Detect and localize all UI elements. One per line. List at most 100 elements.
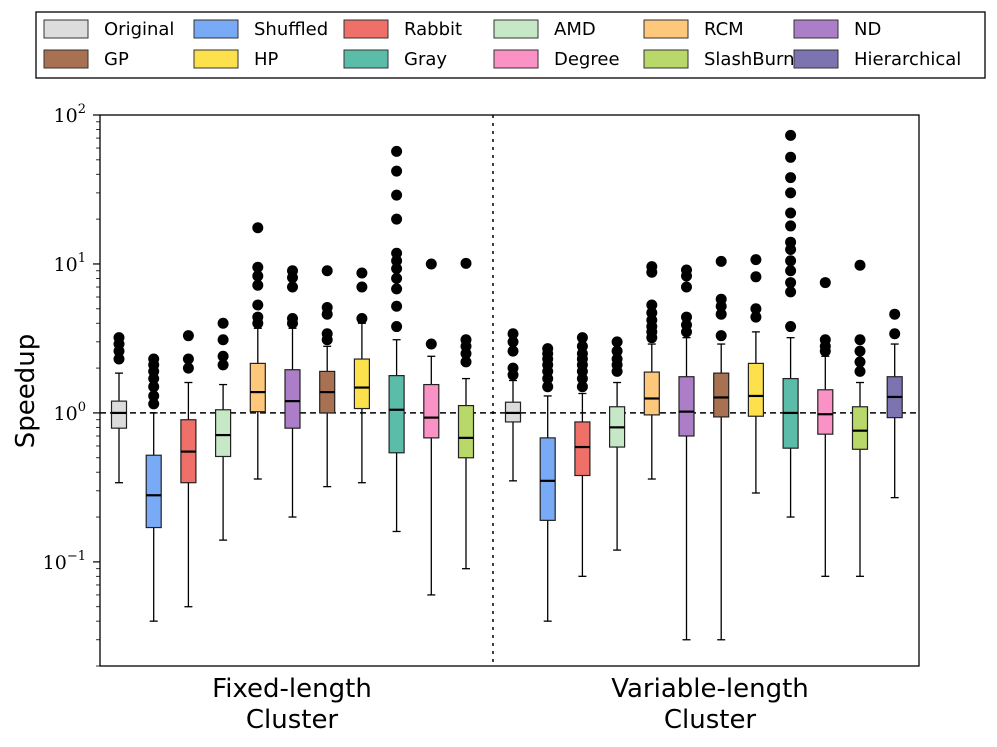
outlier-hp-g2	[750, 254, 762, 266]
outlier-rcm-g2	[646, 307, 658, 319]
outlier-gray-g2	[785, 277, 797, 289]
outlier-original-g2	[507, 345, 519, 357]
outlier-hierarchical-g2	[889, 308, 901, 320]
outlier-gray-g2	[785, 321, 797, 333]
outlier-nd-g2	[681, 311, 692, 323]
legend-swatch-amd	[493, 19, 539, 39]
outlier-slashburn-g1	[460, 356, 472, 368]
legend-label-nd: ND	[854, 19, 881, 40]
outlier-gray-g1	[391, 263, 403, 275]
outlier-rcm-g1	[252, 279, 264, 291]
legend: Original Shuffled Rabbit AMD RCM ND GP HP Gray De…	[43, 19, 961, 70]
legend-swatch-rcm	[643, 19, 689, 39]
outlier-original-g1	[113, 353, 125, 365]
outlier-shuffled-g1	[148, 381, 160, 393]
outlier-rcm-g1	[252, 299, 264, 311]
outlier-gray-g2	[785, 236, 797, 248]
legend-label-rcm: RCM	[704, 19, 744, 40]
outlier-rcm-g1	[252, 270, 264, 282]
outlier-gray-g1	[391, 213, 403, 225]
outlier-gray-g1	[391, 189, 403, 201]
outlier-original-g2	[507, 336, 519, 348]
outlier-shuffled-g2	[542, 381, 554, 393]
y-tick-label: 100	[54, 400, 86, 425]
box-rcm-g2	[643, 371, 660, 416]
outlier-degree-g2	[819, 277, 831, 289]
y-tick-label: 101	[54, 251, 86, 276]
box-shuffled-g1	[145, 454, 162, 529]
legend-swatch-shuffled	[193, 19, 239, 39]
outlier-gp-g1	[321, 328, 333, 340]
box-original-g1	[110, 400, 128, 429]
outlier-rabbit-g2	[576, 381, 588, 393]
outlier-degree-g1	[425, 338, 437, 350]
outlier-gray-g2	[785, 207, 797, 219]
outlier-gray-g2	[785, 286, 797, 298]
outlier-gray-g2	[785, 265, 797, 277]
outlier-amd-g1	[217, 334, 229, 346]
legend-label-gray: Gray	[404, 49, 447, 70]
outlier-degree-g1	[425, 258, 437, 270]
outlier-gray-g2	[785, 187, 797, 199]
outlier-shuffled-g1	[148, 390, 160, 402]
legend-swatch-gray	[343, 49, 389, 69]
legend-swatch-hp	[193, 49, 239, 69]
group-label-variable-line2: Cluster	[664, 705, 757, 735]
legend-swatch-rabbit	[343, 19, 389, 39]
box-nd-g1	[284, 369, 301, 429]
outlier-nd-g2	[681, 281, 692, 293]
group-label-fixed-line2: Cluster	[246, 705, 339, 735]
box-degree-g2	[817, 389, 834, 435]
outlier-amd-g2	[611, 353, 623, 365]
legend-label-hp: HP	[254, 49, 279, 70]
outlier-nd-g2	[681, 319, 692, 331]
outlier-gray-g1	[391, 255, 403, 267]
outlier-gray-g2	[785, 220, 797, 232]
legend-label-degree: Degree	[554, 49, 620, 70]
outlier-shuffled-g2	[542, 343, 554, 355]
outlier-gp-g2	[715, 308, 727, 320]
legend-label-shuffled: Shuffled	[254, 19, 328, 40]
legend-label-gp: GP	[104, 49, 129, 70]
box-slashburn-g2	[851, 406, 869, 450]
box-hp-g1	[353, 358, 370, 410]
outlier-slashburn-g2	[854, 345, 866, 357]
outlier-rcm-g1	[252, 261, 264, 273]
outlier-amd-g2	[611, 336, 623, 348]
outlier-rabbit-g1	[182, 330, 194, 342]
outlier-rcm-g1	[252, 311, 264, 323]
outlier-rabbit-g1	[182, 362, 194, 374]
outlier-gp-g1	[321, 265, 333, 277]
legend-label-amd: AMD	[554, 19, 596, 40]
outlier-shuffled-g1	[148, 353, 160, 365]
outlier-gray-g1	[391, 283, 403, 295]
outlier-shuffled-g1	[148, 398, 160, 410]
outlier-hp-g1	[356, 313, 368, 325]
outlier-nd-g1	[287, 313, 298, 325]
legend-swatch-slashburn	[643, 49, 689, 69]
box-slashburn-g1	[457, 404, 475, 459]
outlier-gray-g1	[391, 272, 403, 284]
outlier-rabbit-g1	[182, 353, 194, 365]
outlier-amd-g2	[611, 345, 623, 357]
outlier-hp-g2	[750, 311, 762, 323]
y-tick-label: 10−1	[43, 549, 86, 574]
outlier-slashburn-g2	[854, 334, 866, 346]
legend-swatch-gp	[43, 49, 89, 69]
outlier-gray-g2	[785, 255, 797, 267]
box-nd-g2	[678, 376, 695, 437]
outlier-original-g2	[507, 362, 519, 374]
outlier-slashburn-g1	[460, 334, 472, 346]
outlier-gp-g2	[715, 330, 727, 342]
outlier-gray-g1	[391, 300, 403, 312]
outlier-hp-g2	[750, 303, 762, 315]
outlier-rcm-g1	[252, 222, 264, 234]
legend-swatch-degree	[493, 49, 539, 69]
outlier-gray-g2	[785, 172, 797, 184]
box-hp-g2	[747, 362, 765, 417]
legend-swatch-original	[43, 19, 89, 39]
legend-label-original: Original	[104, 19, 174, 40]
outlier-nd-g1	[287, 281, 298, 293]
outlier-gray-g1	[391, 321, 403, 333]
